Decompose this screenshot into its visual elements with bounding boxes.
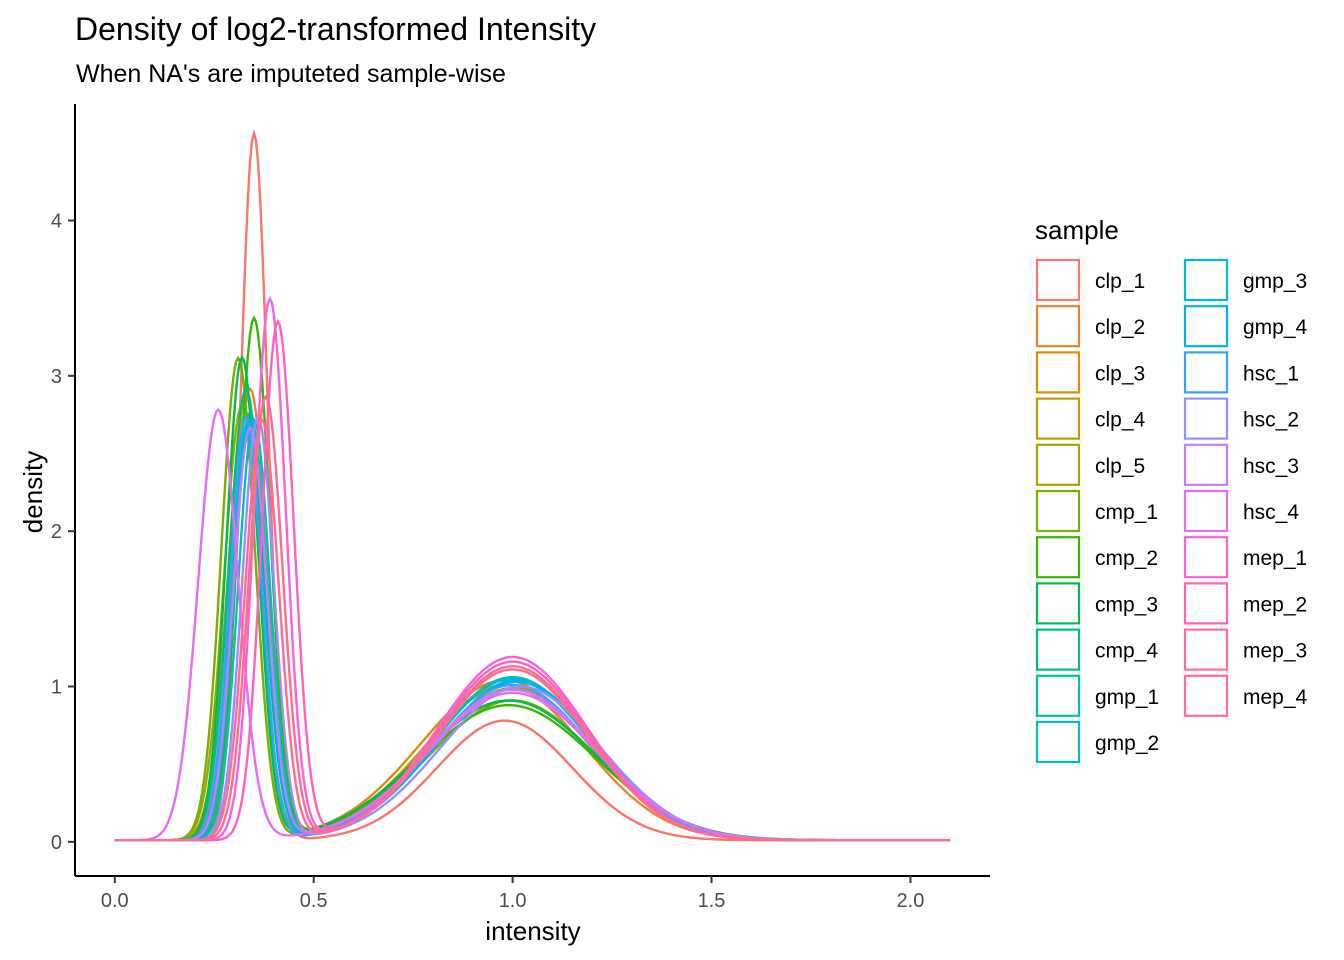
legend-label-hsc-3: hsc_3: [1243, 455, 1299, 478]
x-tick-label: 1.0: [499, 890, 527, 912]
y-tick-label: 4: [51, 210, 62, 232]
plot-series: [114, 128, 951, 842]
legend-label-hsc-4: hsc_4: [1243, 501, 1299, 524]
chart-title: Density of log2-transformed Intensity: [75, 11, 596, 47]
y-tick-label: 0: [51, 832, 62, 854]
legend-key-mep-4: [1183, 674, 1229, 717]
legend-key-hsc-1: [1183, 351, 1229, 394]
legend-key-gmp-1: [1035, 674, 1081, 717]
legend-label-gmp-2: gmp_2: [1095, 732, 1159, 755]
legend-key-hsc-2: [1183, 397, 1229, 440]
legend-title: sample: [1035, 215, 1119, 245]
legend-key-clp-4: [1035, 397, 1081, 440]
legend-label-clp-2: clp_2: [1095, 316, 1145, 339]
legend-label-gmp-3: gmp_3: [1243, 270, 1307, 293]
legend-label-cmp-1: cmp_1: [1095, 501, 1158, 524]
legend-key-hsc-3: [1183, 443, 1229, 486]
legend-key-clp-5: [1035, 443, 1081, 486]
legend-key-cmp-3: [1035, 582, 1081, 625]
legend-label-hsc-1: hsc_1: [1243, 362, 1299, 385]
legend-label-gmp-1: gmp_1: [1095, 686, 1159, 709]
legend-label-hsc-2: hsc_2: [1243, 409, 1299, 432]
y-tick-label: 2: [51, 521, 62, 543]
legend-label-cmp-2: cmp_2: [1095, 547, 1158, 570]
x-tick-label: 2.0: [897, 890, 925, 912]
legend-key-clp-1: [1035, 258, 1081, 302]
x-tick-label: 0.5: [300, 890, 328, 912]
legend-label-gmp-4: gmp_4: [1243, 316, 1308, 339]
legend-label-mep-2: mep_2: [1243, 593, 1307, 616]
legend-key-mep-2: [1183, 582, 1229, 625]
legend-label-clp-1: clp_1: [1095, 270, 1145, 293]
legend-label-cmp-4: cmp_4: [1095, 640, 1158, 663]
legend-label-clp-5: clp_5: [1095, 455, 1145, 478]
legend-key-mep-1: [1183, 536, 1229, 579]
legend-label-clp-3: clp_3: [1095, 362, 1145, 385]
x-axis-title: intensity: [485, 916, 580, 946]
density-line-mep-4: [114, 418, 951, 842]
legend-label-clp-4: clp_4: [1095, 409, 1146, 432]
legend-key-gmp-2: [1035, 720, 1081, 764]
x-tick-label: 1.5: [698, 890, 726, 912]
y-axis-title: density: [18, 451, 48, 533]
legend-key-cmp-1: [1035, 489, 1081, 533]
legend-key-cmp-4: [1035, 628, 1081, 671]
legend-key-gmp-4: [1183, 305, 1229, 348]
legend-key-hsc-4: [1183, 489, 1229, 533]
legend-key-gmp-3: [1183, 258, 1229, 302]
axes: 0.0 0.5 1.0 1.5 2.0 0 1 2 3 4: [51, 104, 990, 912]
legend-key-mep-3: [1183, 628, 1229, 671]
legend-label-cmp-3: cmp_3: [1095, 593, 1158, 616]
legend-key-clp-3: [1035, 351, 1081, 394]
y-tick-label: 1: [51, 676, 62, 698]
legend-label-mep-1: mep_1: [1243, 547, 1307, 570]
legend: sample clp_1 clp_2 clp_3 clp_4 clp_5 cmp_1cmp…: [1035, 215, 1308, 764]
legend-key-cmp-2: [1035, 536, 1081, 579]
y-tick-label: 3: [51, 366, 62, 388]
x-tick-label: 0.0: [101, 890, 129, 912]
chart-subtitle: When NA's are imputeted sample-wise: [76, 60, 506, 88]
legend-key-clp-2: [1035, 305, 1081, 348]
legend-label-mep-3: mep_3: [1243, 640, 1307, 663]
legend-label-mep-4: mep_4: [1243, 686, 1308, 709]
